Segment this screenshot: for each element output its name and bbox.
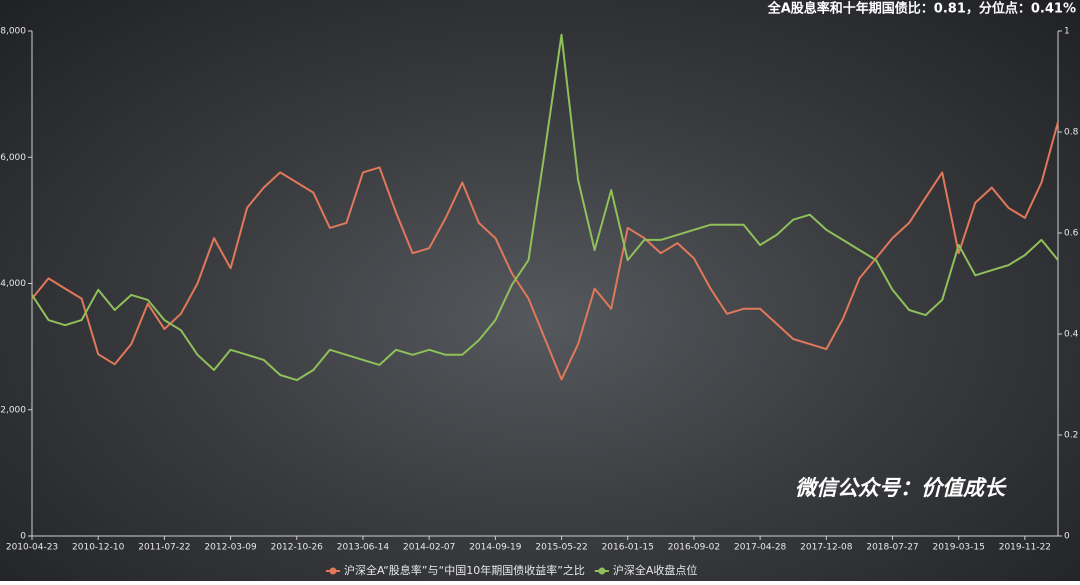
y2-tick-label: 0.4: [1064, 330, 1079, 340]
legend-label: 沪深全A收盘点位: [613, 563, 698, 577]
series-line: [31, 33, 1059, 382]
x-tick-label: 2014-09-19: [469, 543, 522, 553]
y-tick-label: 4,000: [0, 279, 26, 289]
x-tick-label: 2010-04-23: [6, 543, 58, 553]
y2-tick-label: 0.6: [1064, 229, 1079, 239]
x-tick-label: 2016-01-15: [602, 543, 654, 553]
x-tick-label: 2012-03-09: [204, 543, 257, 553]
x-tick-label: 2012-10-26: [271, 543, 324, 553]
x-tick-label: 2019-03-15: [933, 543, 985, 553]
x-tick-label: 2017-12-08: [800, 543, 853, 553]
x-tick-label: 2018-07-27: [866, 543, 918, 553]
x-tick-label: 2019-11-22: [999, 543, 1051, 553]
x-tick-label: 2010-12-10: [72, 543, 125, 553]
chart-title: 全A股息率和十年期国债比：0.81，分位点：0.41%: [767, 1, 1076, 17]
y2-tick-label: 0: [1064, 532, 1070, 542]
x-tick-label: 2014-02-07: [403, 543, 455, 553]
y-tick-label: 0: [20, 532, 26, 542]
x-tick-label: 2013-06-14: [337, 543, 390, 553]
x-tick-label: 2015-05-22: [535, 543, 587, 553]
y2-tick-label: 0.8: [1064, 128, 1079, 138]
legend-marker: [598, 567, 606, 575]
x-tick-label: 2017-04-28: [734, 543, 787, 553]
x-tick-label: 2016-09-02: [668, 543, 720, 553]
x-tick-label: 2011-07-22: [138, 543, 190, 553]
series-line: [31, 121, 1059, 381]
y-tick-label: 8,000: [0, 27, 26, 37]
y2-tick-label: 1: [1064, 27, 1070, 37]
y-tick-label: 6,000: [0, 153, 26, 163]
legend-label: 沪深全A“股息率”与“中国10年期国债收益率”之比: [344, 563, 585, 577]
legend-marker: [329, 567, 337, 575]
y2-tick-label: 0.2: [1064, 431, 1078, 441]
watermark: 微信公众号：价值成长: [795, 476, 1007, 500]
y-tick-label: 2,000: [0, 405, 26, 415]
